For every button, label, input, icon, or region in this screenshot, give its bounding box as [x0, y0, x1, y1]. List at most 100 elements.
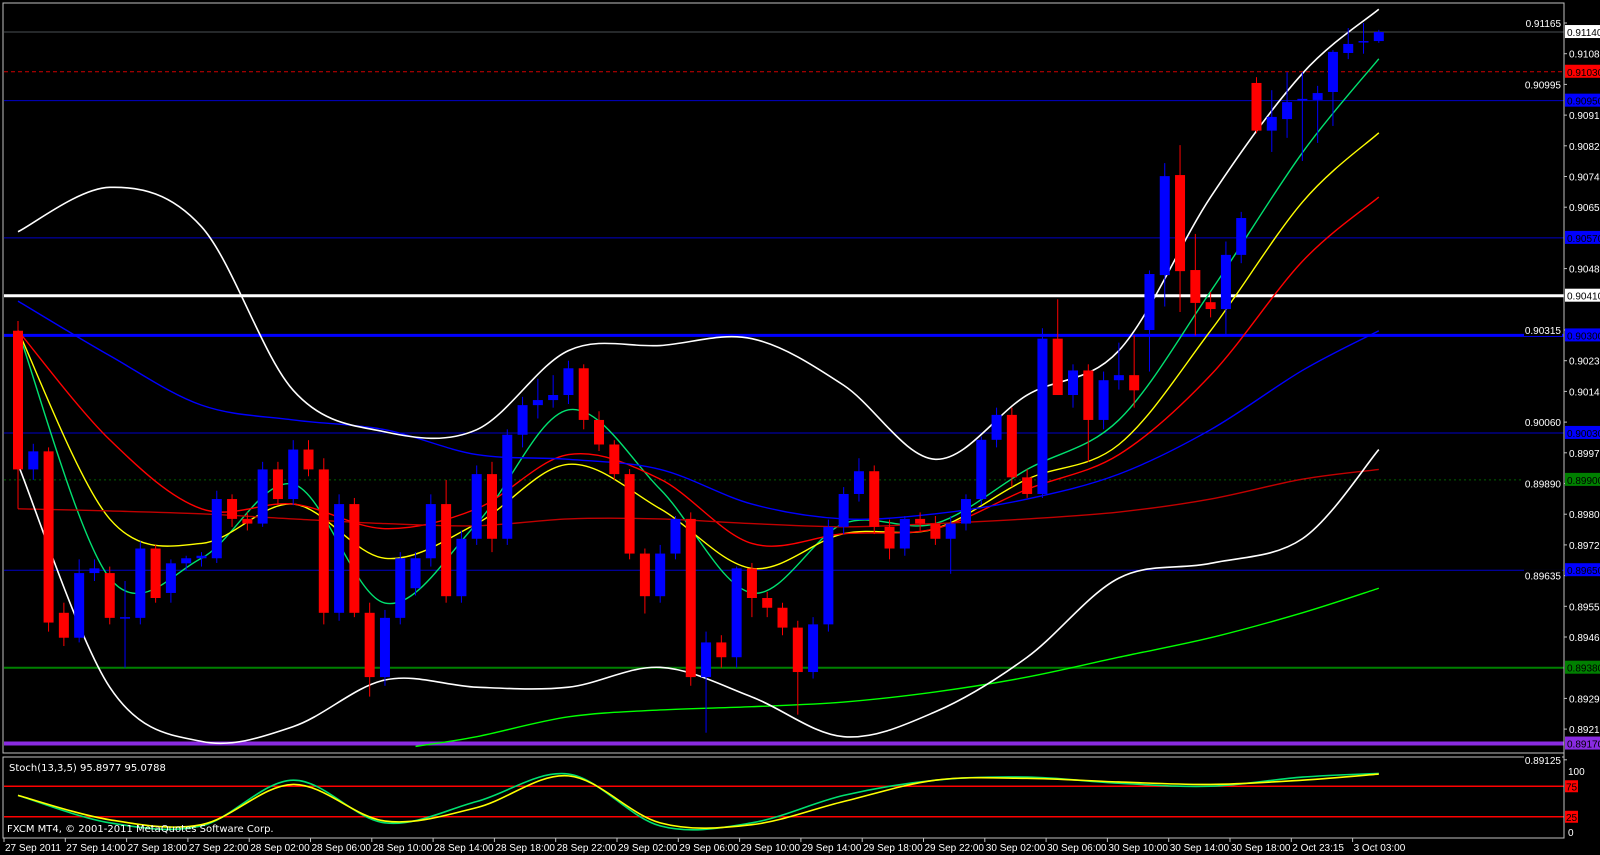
- candle[interactable]: [701, 631, 712, 733]
- candle[interactable]: [1098, 371, 1109, 430]
- candle[interactable]: [716, 635, 727, 668]
- candle-body: [884, 526, 895, 549]
- candle[interactable]: [165, 559, 176, 603]
- candle[interactable]: [899, 516, 910, 556]
- candle[interactable]: [1068, 364, 1079, 408]
- candle[interactable]: [395, 552, 406, 625]
- candle[interactable]: [272, 461, 283, 506]
- candle[interactable]: [1144, 270, 1155, 372]
- candle[interactable]: [211, 490, 222, 563]
- candle[interactable]: [150, 544, 161, 603]
- candle[interactable]: [991, 407, 1002, 448]
- candle-body: [1220, 254, 1231, 310]
- candle[interactable]: [945, 516, 956, 574]
- candle[interactable]: [517, 396, 528, 448]
- candle-body: [227, 499, 238, 519]
- candle[interactable]: [502, 429, 513, 545]
- candle[interactable]: [104, 566, 115, 625]
- candle[interactable]: [853, 458, 864, 502]
- candle[interactable]: [28, 443, 39, 480]
- candle-body: [578, 368, 589, 420]
- candle[interactable]: [1343, 28, 1354, 60]
- candle[interactable]: [532, 378, 543, 419]
- candle[interactable]: [303, 440, 314, 477]
- candle[interactable]: [670, 516, 681, 560]
- candle[interactable]: [578, 364, 589, 430]
- candle[interactable]: [471, 465, 482, 545]
- candle[interactable]: [624, 469, 635, 560]
- candle[interactable]: [762, 591, 773, 618]
- candle[interactable]: [1236, 211, 1247, 264]
- candle[interactable]: [685, 512, 696, 686]
- candle[interactable]: [43, 447, 54, 632]
- candle[interactable]: [792, 620, 803, 715]
- candle[interactable]: [1006, 407, 1017, 488]
- candle[interactable]: [1220, 241, 1231, 336]
- candle-body: [120, 617, 131, 619]
- candle[interactable]: [1175, 145, 1186, 312]
- candle[interactable]: [486, 461, 497, 553]
- candle[interactable]: [1297, 72, 1308, 161]
- candle[interactable]: [1282, 72, 1293, 138]
- price-panel[interactable]: [2, 2, 1565, 754]
- candle[interactable]: [227, 494, 238, 527]
- candle[interactable]: [1037, 328, 1048, 498]
- candle[interactable]: [1358, 23, 1369, 54]
- candle[interactable]: [334, 494, 345, 621]
- candle[interactable]: [823, 519, 834, 632]
- candle[interactable]: [456, 530, 467, 603]
- candle[interactable]: [869, 465, 880, 535]
- candle[interactable]: [838, 487, 849, 535]
- candle[interactable]: [1083, 364, 1094, 462]
- candle[interactable]: [777, 602, 788, 636]
- candle[interactable]: [808, 617, 819, 679]
- candle[interactable]: [441, 479, 452, 603]
- candle[interactable]: [349, 497, 360, 618]
- candle[interactable]: [1205, 292, 1216, 318]
- candle[interactable]: [1159, 163, 1170, 307]
- candle[interactable]: [1327, 50, 1338, 126]
- candle[interactable]: [1113, 342, 1124, 390]
- candle[interactable]: [58, 602, 69, 647]
- candle[interactable]: [318, 458, 329, 625]
- candle[interactable]: [288, 440, 299, 506]
- candle[interactable]: [242, 512, 253, 531]
- candle[interactable]: [930, 516, 941, 545]
- candle[interactable]: [960, 494, 971, 531]
- candle[interactable]: [1052, 299, 1063, 396]
- candle[interactable]: [135, 541, 146, 625]
- candle[interactable]: [884, 519, 895, 560]
- candle[interactable]: [257, 461, 268, 527]
- candle[interactable]: [364, 602, 375, 697]
- candle[interactable]: [1312, 85, 1323, 143]
- candle[interactable]: [639, 548, 650, 614]
- candle[interactable]: [74, 559, 85, 643]
- candle[interactable]: [1266, 90, 1277, 152]
- candle[interactable]: [548, 375, 559, 408]
- candle[interactable]: [976, 436, 987, 506]
- candle[interactable]: [410, 552, 421, 596]
- candle[interactable]: [746, 562, 757, 618]
- candle[interactable]: [1373, 29, 1384, 43]
- candle[interactable]: [563, 360, 574, 405]
- candle[interactable]: [915, 512, 926, 531]
- candle[interactable]: [181, 555, 192, 571]
- candle[interactable]: [594, 411, 605, 451]
- candle[interactable]: [196, 552, 207, 567]
- candle[interactable]: [1129, 335, 1140, 408]
- candle[interactable]: [120, 581, 131, 668]
- candle[interactable]: [609, 440, 620, 480]
- candle[interactable]: [379, 609, 390, 686]
- candle[interactable]: [655, 544, 666, 603]
- candle[interactable]: [1190, 233, 1201, 336]
- candle[interactable]: [425, 494, 436, 567]
- candle[interactable]: [731, 566, 742, 668]
- candle[interactable]: [89, 559, 100, 582]
- candle[interactable]: [1251, 77, 1262, 134]
- candle[interactable]: [1022, 469, 1033, 498]
- stochastic-lines: [4, 772, 1564, 831]
- candle-body: [1343, 43, 1354, 53]
- candle[interactable]: [13, 320, 23, 509]
